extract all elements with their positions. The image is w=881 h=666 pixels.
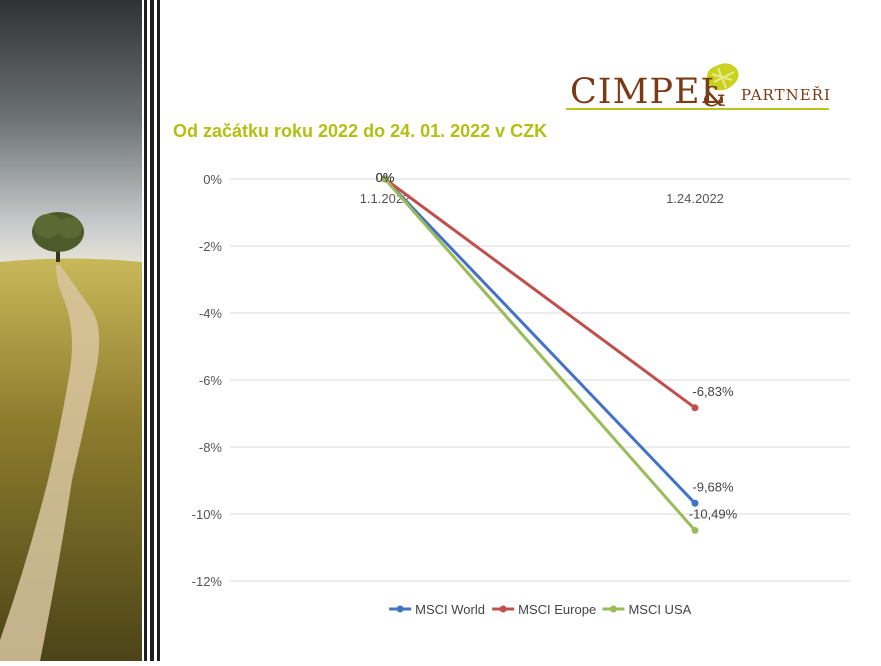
legend-marker bbox=[609, 605, 617, 613]
legend-label: MSCI Europe bbox=[518, 602, 596, 617]
line-chart: 0% -2% -4% -6% -8% -10% -12% 1.1.2022 1.24.2022… bbox=[192, 170, 850, 617]
legend: MSCI World MSCI Europe MSCI USA bbox=[389, 602, 692, 617]
grid-lines bbox=[230, 178, 850, 582]
data-label: 0% bbox=[376, 170, 395, 185]
chart-title: Od začátku roku 2022 do 24. 01. 2022 v C… bbox=[173, 121, 548, 141]
x-tick-label: 1.24.2022 bbox=[666, 191, 724, 206]
logo-mark-icon bbox=[707, 63, 739, 91]
company-logo: CIMPEL & PARTNEŘI bbox=[566, 60, 831, 113]
data-label: -6,83% bbox=[692, 384, 734, 399]
y-axis: 0% -2% -4% -6% -8% -10% -12% bbox=[192, 172, 223, 589]
data-label: -9,68% bbox=[692, 479, 734, 494]
logo-ampersand: & bbox=[702, 82, 727, 113]
data-point bbox=[691, 404, 699, 412]
series-line bbox=[384, 177, 696, 410]
data-labels: 0%-9,68%0%-6,83%0%-10,49% bbox=[376, 170, 738, 521]
data-point bbox=[381, 175, 389, 183]
data-label: 0% bbox=[376, 170, 395, 185]
series-lines bbox=[381, 175, 699, 534]
legend-label: MSCI USA bbox=[628, 602, 691, 617]
series-line bbox=[383, 177, 697, 505]
data-point bbox=[691, 526, 699, 534]
y-tick-label: 0% bbox=[203, 172, 222, 187]
logo-name-main: CIMPEL bbox=[570, 72, 725, 112]
decorative-stripes bbox=[142, 0, 164, 661]
data-label: -10,49% bbox=[689, 506, 738, 521]
y-tick-label: -6% bbox=[199, 373, 223, 388]
y-tick-label: -2% bbox=[199, 239, 223, 254]
landscape-photo bbox=[0, 0, 142, 661]
legend-label: MSCI World bbox=[415, 602, 485, 617]
logo-underline bbox=[566, 108, 829, 110]
legend-marker bbox=[396, 605, 404, 613]
legend-marker bbox=[499, 605, 507, 613]
data-point bbox=[691, 499, 699, 507]
x-axis: 1.1.2022 1.24.2022 bbox=[360, 191, 724, 206]
y-tick-label: -8% bbox=[199, 440, 223, 455]
data-label: 0% bbox=[376, 170, 395, 185]
logo-name-sub: PARTNEŘI bbox=[741, 86, 831, 104]
y-tick-label: -12% bbox=[192, 574, 223, 589]
y-tick-label: -4% bbox=[199, 306, 223, 321]
y-tick-label: -10% bbox=[192, 507, 223, 522]
series-line bbox=[383, 178, 697, 532]
